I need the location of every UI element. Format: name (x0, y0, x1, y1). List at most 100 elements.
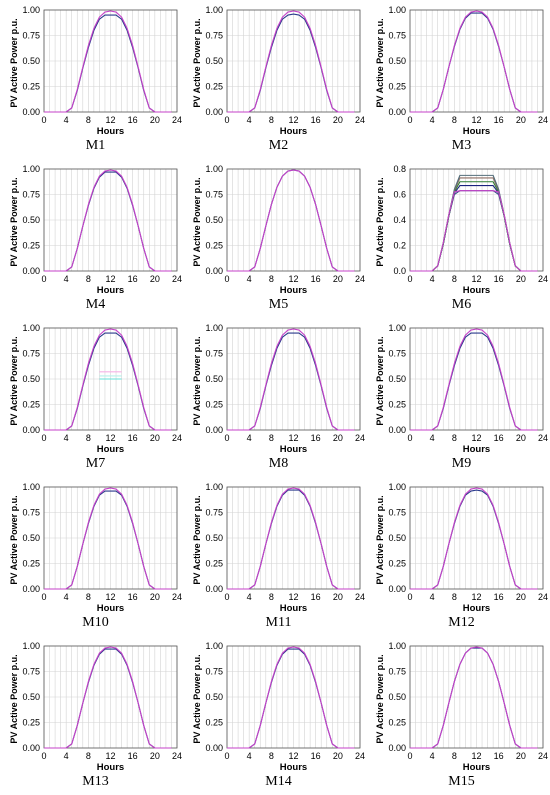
panel-caption: M2 (268, 138, 289, 153)
plot-frame (43, 327, 178, 431)
x-tick-label: 20 (150, 274, 160, 284)
y-axis-title: PV Active Power p.u. (375, 177, 385, 266)
x-tick-label: 16 (128, 751, 138, 761)
chart-panel-m13: 0.00 0.25 0.50 0.75 1.00 0 4 8 12 16 20 24 Hours PV A… (4, 636, 187, 795)
series-line-5 (410, 174, 538, 272)
x-tick-label: 4 (430, 592, 435, 602)
y-axis-title: PV Active Power p.u. (9, 654, 19, 743)
x-tick-label: 24 (538, 274, 548, 284)
y-tick-label: 0.25 (388, 559, 406, 569)
x-tick-label: 0 (224, 433, 229, 443)
y-tick-label: 1.00 (22, 641, 40, 651)
y-tick-label: 0.00 (388, 107, 406, 117)
x-tick-label: 12 (471, 274, 481, 284)
y-tick-label: 0.25 (388, 82, 406, 92)
y-tick-label: 0.75 (205, 31, 223, 41)
y-tick-label: 0.00 (388, 425, 406, 435)
series-line-1 (410, 332, 538, 431)
y-axis-title: PV Active Power p.u. (375, 654, 385, 743)
x-tick-label: 12 (471, 115, 481, 125)
chart-panel-m8: 0.00 0.25 0.50 0.75 1.00 0 4 8 12 16 20 24 Hours PV A… (187, 318, 370, 477)
y-axis-title: PV Active Power p.u. (375, 18, 385, 107)
y-tick-label: 0.25 (205, 400, 223, 410)
plot-frame (226, 168, 361, 272)
y-tick-label: 0.00 (205, 425, 223, 435)
y-tick-label: 1.00 (205, 164, 223, 174)
y-tick-label: 0.50 (388, 56, 406, 66)
x-tick-label: 4 (64, 592, 69, 602)
x-axis-title: Hours (97, 444, 124, 453)
x-tick-label: 24 (355, 433, 365, 443)
series-line-1 (410, 647, 538, 749)
y-tick-label: 0.50 (205, 374, 223, 384)
chart-svg: 0.00 0.25 0.50 0.75 1.00 0 4 8 12 16 20 24 Hours PV A… (192, 641, 365, 771)
plot-frame (409, 327, 544, 431)
panel-caption: M13 (82, 774, 109, 789)
series-line-1 (227, 13, 355, 113)
y-tick-label: 0.75 (388, 31, 406, 41)
x-tick-label: 4 (430, 274, 435, 284)
y-tick-label: 0.75 (388, 508, 406, 518)
x-axis-title: Hours (97, 126, 124, 135)
x-tick-label: 20 (333, 751, 343, 761)
panel-caption: M1 (85, 138, 106, 153)
x-tick-label: 20 (333, 592, 343, 602)
chart-panel-m5: 0.00 0.25 0.50 0.75 1.00 0 4 8 12 16 20 24 Hours PV A… (187, 159, 370, 318)
y-axis-title: PV Active Power p.u. (9, 177, 19, 266)
chart-svg: 0.00 0.25 0.50 0.75 1.00 0 4 8 12 16 20 24 Hours PV A… (375, 641, 548, 771)
series-line-2 (227, 169, 355, 272)
y-tick-label: 0.75 (22, 667, 40, 677)
y-tick-label: 0.75 (22, 508, 40, 518)
y-tick-label: 0.8 (393, 164, 406, 174)
y-tick-label: 0.75 (205, 508, 223, 518)
y-tick-label: 1.00 (205, 5, 223, 15)
x-tick-label: 24 (538, 592, 548, 602)
x-tick-label: 0 (407, 274, 412, 284)
y-tick-label: 0.75 (205, 349, 223, 359)
series-line-2 (410, 328, 538, 431)
series-line-2 (410, 646, 538, 749)
y-tick-label: 0.00 (205, 584, 223, 594)
x-tick-label: 0 (407, 115, 412, 125)
x-tick-label: 20 (516, 433, 526, 443)
x-tick-label: 24 (172, 592, 182, 602)
x-tick-label: 16 (128, 115, 138, 125)
y-axis-title: PV Active Power p.u. (192, 654, 202, 743)
x-tick-label: 4 (247, 115, 252, 125)
x-tick-label: 16 (311, 592, 321, 602)
y-tick-label: 0.00 (205, 743, 223, 753)
x-tick-label: 16 (494, 274, 504, 284)
x-tick-label: 8 (269, 751, 274, 761)
y-tick-label: 1.00 (388, 641, 406, 651)
x-tick-label: 24 (172, 115, 182, 125)
series-line-1 (44, 14, 172, 113)
chart-svg: 0.00 0.25 0.50 0.75 1.00 0 4 8 12 16 20 24 Hours PV A… (9, 641, 182, 771)
x-tick-label: 16 (494, 592, 504, 602)
plot-frame (409, 645, 544, 749)
chart-svg: 0.00 0.25 0.50 0.75 1.00 0 4 8 12 16 20 24 Hours PV A… (9, 164, 182, 294)
x-tick-label: 20 (333, 274, 343, 284)
chart-svg: 0.00 0.25 0.50 0.75 1.00 0 4 8 12 16 20 24 Hours PV A… (192, 164, 365, 294)
y-tick-label: 0.00 (22, 743, 40, 753)
plot-frame (409, 486, 544, 590)
series-line-1 (410, 489, 538, 590)
y-tick-label: 0.00 (22, 266, 40, 276)
x-axis-title: Hours (280, 444, 307, 453)
y-tick-label: 0.00 (22, 107, 40, 117)
series-line-2 (410, 10, 538, 113)
plot-frame (409, 9, 544, 113)
y-tick-label: 0.75 (22, 190, 40, 200)
x-tick-label: 0 (41, 274, 46, 284)
panel-caption: M4 (85, 297, 106, 312)
x-tick-label: 20 (516, 274, 526, 284)
y-tick-label: 0.4 (393, 215, 406, 225)
x-tick-label: 12 (105, 433, 115, 443)
x-tick-label: 0 (41, 751, 46, 761)
y-axis-title: PV Active Power p.u. (192, 18, 202, 107)
x-tick-label: 4 (64, 751, 69, 761)
series-line-2 (410, 185, 538, 272)
y-tick-label: 0.25 (388, 718, 406, 728)
x-tick-label: 20 (516, 115, 526, 125)
y-axis-title: PV Active Power p.u. (192, 336, 202, 425)
panel-caption: M5 (268, 297, 289, 312)
